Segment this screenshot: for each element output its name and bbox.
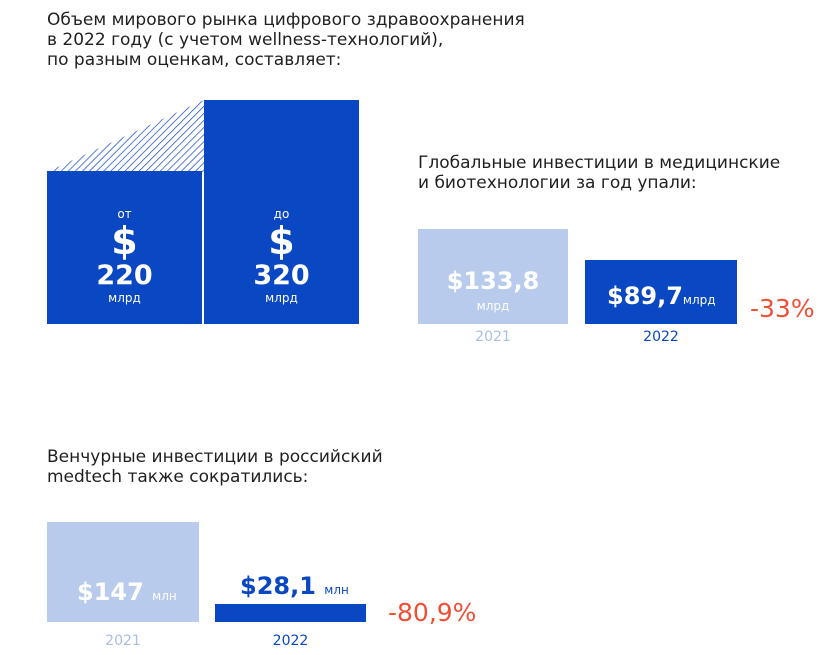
venture-unit-2021: млн	[152, 589, 177, 603]
global-value-2021: $133,8	[446, 267, 540, 295]
market-bar-from: от $ 220 млрд	[47, 171, 202, 324]
global-change-percent: -33%	[750, 294, 815, 323]
global-invest-title: Глобальные инвестиции в медицинские и би…	[418, 153, 780, 193]
global-value-2022-number: $89,7	[607, 282, 683, 310]
market-growth-wedge	[47, 100, 204, 172]
global-unit-2022: млрд	[682, 293, 716, 307]
venture-title-line: medtech также сократились:	[47, 467, 309, 487]
venture-invest-title: Венчурные инвестиции в российский medtec…	[47, 447, 383, 487]
venture-bar-2022	[215, 604, 366, 622]
global-bar-2021: $133,8 млрд	[418, 229, 568, 324]
market-size-title: Объем мирового рынка цифрового здравоохр…	[47, 10, 525, 70]
venture-value-2021-number: $147	[77, 578, 144, 606]
venture-change-percent: -80,9%	[388, 598, 477, 627]
market-title-line: в 2022 году (с учетом wellness-технологи…	[47, 30, 444, 50]
dollar-sign: $	[111, 219, 138, 263]
market-title-line: Объем мирового рынка цифрового здравоохр…	[47, 10, 525, 30]
market-title-line: по разным оценкам, составляет:	[47, 50, 342, 70]
market-to-label: до	[273, 207, 290, 221]
venture-value-2022-number: $28,1	[240, 572, 316, 600]
venture-unit-2022: млн	[324, 583, 349, 597]
dollar-sign: $	[268, 219, 295, 263]
global-year-2022: 2022	[643, 329, 679, 345]
global-year-2021: 2021	[475, 329, 511, 345]
venture-bar-2021: $147 млн	[47, 522, 199, 622]
global-value-2022: $89,7млрд	[607, 282, 716, 310]
market-from-unit: млрд	[108, 291, 141, 305]
market-from-value: 220	[96, 260, 153, 291]
market-to-unit: млрд	[265, 291, 298, 305]
venture-year-2022: 2022	[272, 633, 309, 649]
venture-value-2022: $28,1 млн	[240, 572, 349, 600]
market-bar-to: до $ 320 млрд	[204, 100, 359, 324]
global-title-line: Глобальные инвестиции в медицинские	[418, 153, 781, 173]
global-title-line: и биотехнологии за год упали:	[418, 173, 697, 193]
market-to-value: 320	[253, 260, 310, 291]
market-from-label: от	[117, 207, 132, 221]
global-bar-2022: $89,7млрд	[585, 260, 737, 324]
global-unit-2021: млрд	[476, 299, 510, 313]
venture-title-line: Венчурные инвестиции в российский	[47, 447, 383, 467]
venture-year-2021: 2021	[105, 633, 141, 649]
venture-value-2021: $147 млн	[77, 578, 177, 606]
